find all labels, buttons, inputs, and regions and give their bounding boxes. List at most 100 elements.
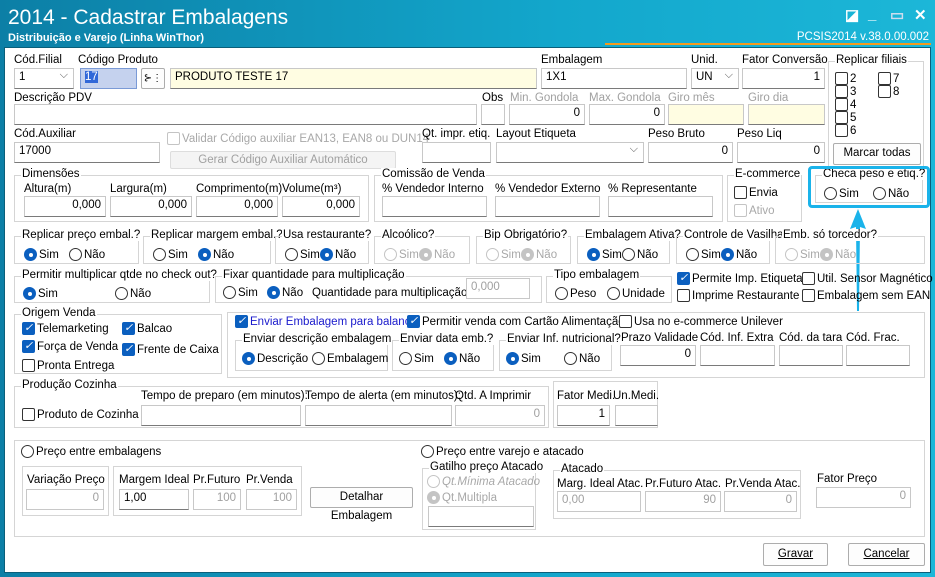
enviar-balanca-checkbox[interactable]: Enviar Embalagem para balança [235, 314, 417, 328]
fut-atac-input[interactable]: 90 [645, 491, 721, 512]
vend-externo-input[interactable] [495, 196, 600, 217]
frente-caixa-checkbox[interactable]: Frente de Caixa [122, 342, 219, 356]
inf-nao-radio[interactable]: Não [564, 352, 600, 365]
filial-8-checkbox[interactable]: 8 [878, 85, 899, 98]
inf-sim-radio[interactable]: Sim [506, 352, 541, 365]
tipo-peso-radio[interactable]: Peso [555, 287, 596, 300]
inf-extra-input[interactable] [700, 345, 775, 366]
fixar-nao-radio[interactable]: Não [267, 286, 303, 299]
preparo-input[interactable] [141, 405, 301, 426]
comprimento-input[interactable]: 0,000 [196, 196, 278, 217]
qt-multipla-radio[interactable]: Qt.Multipla [427, 491, 497, 504]
data-nao-radio[interactable]: Não [444, 352, 480, 365]
largura-input[interactable]: 0,000 [110, 196, 192, 217]
prazo-input[interactable]: 0 [620, 345, 696, 366]
un-medi-input[interactable] [615, 405, 658, 426]
detalhar-button[interactable]: Detalhar Embalagem [310, 487, 413, 522]
marg-atac-input[interactable]: 0,00 [557, 491, 641, 512]
sensor-checkbox[interactable]: Util. Sensor Magnético [802, 272, 933, 285]
flag-nao-radio[interactable]: Não [419, 248, 455, 261]
flag-sim-radio[interactable]: Sim [285, 248, 320, 261]
fator-input[interactable]: 1 [742, 68, 825, 89]
checa-sim-radio[interactable]: Sim [824, 187, 859, 200]
envia-checkbox[interactable]: Envia [734, 186, 778, 199]
flag-nao-radio[interactable]: Não [320, 248, 356, 261]
desc-descricao-radio[interactable]: Descrição [242, 352, 308, 365]
flag-sim-radio[interactable]: Sim [486, 248, 521, 261]
flag-sim-radio[interactable]: Sim [153, 248, 188, 261]
descricao-produto-input[interactable]: PRODUTO TESTE 17 [170, 68, 537, 89]
venda-input[interactable]: 100 [246, 489, 297, 510]
theme-icon[interactable]: ◪ [845, 7, 860, 24]
fator-preco-input[interactable]: 0 [816, 487, 911, 508]
marcar-todas-button[interactable]: Marcar todas [833, 143, 921, 165]
giro-dia-input[interactable] [748, 104, 825, 125]
gravar-button[interactable]: Gravar [763, 543, 828, 566]
qt-minima-radio[interactable]: Qt.Mínima Atacado [427, 475, 540, 488]
flag-sim-radio[interactable]: Sim [686, 248, 721, 261]
flag-nao-radio[interactable]: Não [198, 248, 234, 261]
gatilho-input[interactable] [428, 506, 534, 527]
gerar-codigo-button[interactable]: Gerar Código Auxiliar Automático [170, 151, 396, 169]
futuro-input[interactable]: 100 [193, 489, 241, 510]
flag-nao-radio[interactable]: Não [721, 248, 757, 261]
flag-sim-radio[interactable]: Sim [384, 248, 419, 261]
margem-input[interactable]: 1,00 [119, 489, 189, 510]
obs-input[interactable] [481, 104, 505, 125]
volume-input[interactable]: 0,000 [282, 196, 360, 217]
flag-nao-radio[interactable]: Não [622, 248, 658, 261]
qt-impr-input[interactable] [422, 142, 491, 163]
checa-nao-radio[interactable]: Não [873, 187, 909, 200]
flag-sim-radio[interactable]: Sim [587, 248, 622, 261]
filial-select[interactable]: 1 [14, 68, 74, 89]
venda-atac-input[interactable]: 0 [724, 491, 797, 512]
balcao-checkbox[interactable]: Balcao [122, 321, 172, 335]
filial-7-checkbox[interactable]: 7 [878, 72, 899, 85]
layout-select[interactable] [496, 142, 644, 163]
imp-restaurante-checkbox[interactable]: Imprime Restaurante [677, 289, 799, 302]
peso-bruto-input[interactable]: 0 [648, 142, 733, 163]
flag-nao-radio[interactable]: Não [69, 248, 105, 261]
flag-nao-radio[interactable]: Não [521, 248, 557, 261]
produto-cozinha-checkbox[interactable]: Produto de Cozinha [22, 408, 139, 421]
fixar-sim-radio[interactable]: Sim [223, 286, 258, 299]
flag-sim-radio[interactable]: Sim [785, 248, 820, 261]
minimize-button[interactable]: _ [868, 6, 877, 23]
max-gondola-input[interactable]: 0 [589, 104, 665, 125]
close-button[interactable]: ✕ [914, 7, 927, 24]
filial-6-checkbox[interactable]: 6 [835, 124, 856, 137]
representante-input[interactable] [608, 196, 713, 217]
codigo-input[interactable]: 17 [80, 68, 137, 89]
unid-select[interactable]: UN [691, 68, 739, 89]
preco-embalagens-radio[interactable]: Preço entre embalagens [21, 445, 161, 458]
altura-input[interactable]: 0,000 [24, 196, 106, 217]
qtd-imprimir-input[interactable]: 0 [455, 405, 545, 426]
multiplicar-sim-radio[interactable]: Sim [23, 287, 58, 300]
tara-input[interactable] [779, 345, 843, 366]
frac-input[interactable] [846, 345, 910, 366]
tipo-unidade-radio[interactable]: Unidade [607, 287, 665, 300]
desc-embalagem-radio[interactable]: Embalagem [312, 352, 388, 365]
cancelar-button[interactable]: Cancelar [848, 543, 925, 566]
alerta-input[interactable] [305, 405, 452, 426]
validar-ean-checkbox[interactable]: Validar Código auxiliar EAN13, EAN8 ou D… [167, 132, 429, 145]
flag-nao-radio[interactable]: Não [820, 248, 856, 261]
min-gondola-input[interactable]: 0 [509, 104, 585, 125]
forca-venda-checkbox[interactable]: Força de Venda [22, 339, 118, 353]
peso-liq-input[interactable]: 0 [737, 142, 825, 163]
fator-medi-input[interactable]: 1 [557, 405, 610, 426]
imp-etiqueta-checkbox[interactable]: Permite Imp. Etiqueta [677, 271, 803, 285]
maximize-button[interactable]: ▭ [890, 7, 905, 24]
preco-varejo-radio[interactable]: Preço entre varejo e atacado [421, 445, 584, 458]
unilever-checkbox[interactable]: Usa no e-commerce Unilever [619, 315, 783, 328]
sem-ean-checkbox[interactable]: Embalagem sem EAN [802, 289, 930, 302]
filial-2-checkbox[interactable]: 2 [835, 72, 856, 85]
filial-3-checkbox[interactable]: 3 [835, 85, 856, 98]
vend-interno-input[interactable] [382, 196, 487, 217]
giro-mes-input[interactable] [668, 104, 744, 125]
pronta-entrega-checkbox[interactable]: Pronta Entrega [22, 359, 114, 372]
filial-4-checkbox[interactable]: 4 [835, 98, 856, 111]
aux-input[interactable]: 17000 [14, 142, 160, 163]
embalagem-input[interactable]: 1X1 [541, 68, 687, 89]
data-sim-radio[interactable]: Sim [399, 352, 434, 365]
